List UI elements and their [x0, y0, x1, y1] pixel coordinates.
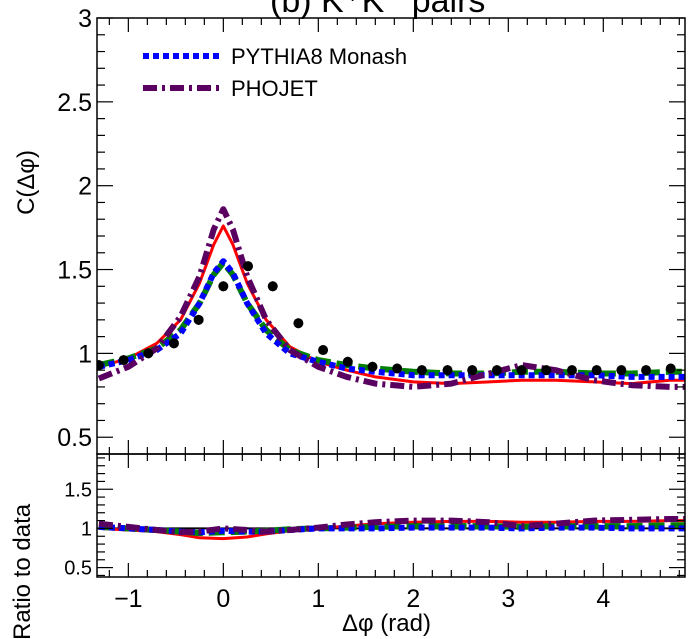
data-point: [442, 365, 453, 376]
data-point: [516, 365, 527, 376]
x-tick-label: −1: [114, 585, 143, 613]
data-point: [392, 363, 403, 374]
ratio-y-tick-label: 0.5: [64, 558, 92, 580]
ratio-y-axis-label: Ratio to data: [9, 503, 36, 639]
ratio-series-phojet: [98, 516, 685, 536]
y-axis-label: C(Δφ): [13, 150, 40, 215]
data-point: [491, 365, 502, 376]
data-point: [467, 365, 478, 376]
correlation-series-phojet: [97, 206, 685, 390]
data-point: [318, 345, 329, 356]
data-point: [168, 338, 179, 349]
data-point: [97, 360, 104, 371]
data-point: [293, 318, 304, 329]
chart-title: (b) K⁺K⁻ pairs: [270, 0, 485, 20]
x-tick-label: 4: [596, 585, 610, 613]
correlation-panel: 0.5 1 1.5 2 2.5 3 (b) K⁺K⁻ pairs C(Δφ) PYTHIA…: [13, 0, 686, 455]
ratio-y-tick-label: 1.5: [64, 479, 92, 501]
data-point: [616, 365, 627, 376]
x-tick-label: 1: [311, 585, 325, 613]
x-tick-label: 3: [501, 585, 515, 613]
legend: PYTHIA8 Monash PHOJET: [143, 44, 407, 101]
data-point: [218, 281, 229, 292]
data-point: [641, 365, 652, 376]
ratio-y-tick-label: 1: [81, 518, 92, 540]
correlation-series-pythia8-monash: [98, 258, 685, 380]
x-tick-label: 0: [216, 585, 230, 613]
y-tick-label: 2: [78, 173, 92, 201]
data-point: [367, 361, 378, 372]
y-tick-label: 2.5: [57, 89, 92, 117]
data-point: [566, 365, 577, 376]
y-tick-label: 0.5: [57, 424, 92, 452]
data-point: [342, 356, 353, 367]
data-point: [243, 261, 254, 272]
data-point: [267, 281, 278, 292]
data-point: [416, 365, 427, 376]
data-point: [665, 363, 676, 374]
y-tick-label: 3: [78, 5, 92, 33]
x-axis-label: Δφ (rad): [342, 610, 431, 637]
legend-label: PYTHIA8 Monash: [231, 44, 407, 69]
data-point: [118, 355, 129, 366]
data-point: [143, 348, 154, 359]
legend-label: PHOJET: [231, 76, 318, 101]
data-point: [541, 365, 552, 376]
data-point: [193, 314, 204, 325]
ratio-series-pythia8-monash: [98, 523, 685, 536]
correlation-panel-frame: [96, 17, 686, 455]
y-tick-label: 1: [78, 340, 92, 368]
x-tick-label: 2: [406, 585, 420, 613]
ratio-panel: 0.5 1 1.5 −1 0 1 2 3 4 Ratio to data Δφ (rad): [9, 453, 686, 639]
y-tick-label: 1.5: [57, 257, 92, 285]
ratio-panel-frame: [96, 453, 686, 578]
data-point: [591, 365, 602, 376]
